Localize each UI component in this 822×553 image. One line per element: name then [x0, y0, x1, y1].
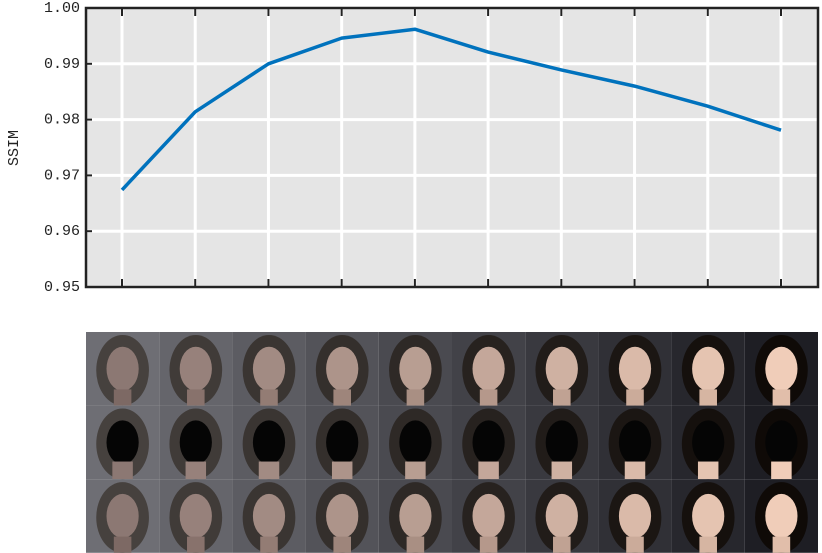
thumbnail-face — [692, 420, 725, 465]
thumbnail-neck — [553, 536, 571, 553]
thumbnail-neck — [112, 461, 133, 480]
thumbnail-neck — [406, 536, 425, 553]
thumbnail-face — [252, 346, 286, 391]
thumbnail-neck — [479, 389, 498, 406]
thumbnail-face — [179, 493, 212, 539]
thumbnail-face — [252, 420, 286, 465]
thumbnail-neck — [113, 389, 132, 406]
thumbnail-neck — [260, 536, 278, 553]
thumbnail-neck — [405, 461, 426, 480]
thumbnail-neck — [697, 461, 719, 480]
thumbnail-neck — [478, 461, 499, 480]
thumbnail-face — [618, 346, 652, 391]
grid — [86, 6, 818, 289]
y-axis-label: SSIM — [6, 130, 23, 166]
thumbnail-face — [545, 346, 578, 391]
y-tick-label: 1.00 — [44, 0, 80, 17]
plot-frame — [84, 6, 820, 289]
thumbnail-neck — [699, 536, 717, 553]
thumbnail-face — [326, 493, 359, 539]
plot-background — [86, 8, 818, 287]
thumbnail-grid — [86, 332, 818, 553]
thumbnail-face — [399, 420, 432, 465]
thumbnail-face — [106, 346, 139, 391]
thumbnail-face — [545, 493, 578, 539]
thumbnail-face — [326, 346, 359, 391]
thumbnail-face — [326, 420, 359, 465]
y-tick-label: 0.95 — [44, 279, 80, 296]
thumbnail-face — [106, 493, 139, 539]
thumbnail-face — [472, 420, 505, 465]
thumbnail-face — [545, 420, 578, 465]
thumbnail-neck — [772, 536, 791, 553]
y-tick-label: 0.99 — [44, 56, 80, 73]
thumbnail-neck — [553, 389, 571, 406]
thumbnail-face — [179, 346, 212, 391]
thumbnail-neck — [626, 389, 644, 406]
thumbnail-neck — [187, 389, 205, 406]
thumbnail-face — [765, 420, 798, 465]
y-tick-label: 0.96 — [44, 223, 80, 240]
thumbnail-face — [179, 420, 212, 465]
thumbnail-neck — [699, 389, 717, 406]
thumbnail-face — [472, 346, 505, 391]
thumbnail-neck — [772, 389, 791, 406]
thumbnail-neck — [258, 461, 280, 480]
thumbnail-face — [106, 420, 139, 465]
thumbnail-neck — [331, 461, 353, 480]
data-line — [120, 27, 782, 192]
thumbnail-neck — [260, 389, 278, 406]
y-tick-label: 0.98 — [44, 112, 80, 129]
thumbnail-face — [618, 493, 652, 539]
thumbnail-face — [692, 346, 725, 391]
thumbnail-neck — [771, 461, 792, 480]
thumbnail-face — [692, 493, 725, 539]
thumbnail-neck — [187, 536, 205, 553]
thumbnail-neck — [333, 536, 351, 553]
thumbnail-face — [399, 493, 432, 539]
thumbnail-neck — [333, 389, 351, 406]
thumbnail-face — [399, 346, 432, 391]
y-tick-label: 0.97 — [44, 167, 80, 184]
thumbnail-neck — [185, 461, 207, 480]
thumbnail-face — [765, 346, 798, 391]
thumbnail-neck — [406, 389, 425, 406]
thumbnail-neck — [479, 536, 498, 553]
thumbnail-face — [252, 493, 286, 539]
thumbnail-neck — [551, 461, 573, 480]
thumbnail-neck — [626, 536, 644, 553]
thumbnail-neck — [624, 461, 646, 480]
thumbnail-face — [618, 420, 652, 465]
thumbnail-face — [765, 493, 798, 539]
thumbnail-neck — [113, 536, 132, 553]
marks — [120, 27, 782, 192]
thumbnail-face — [472, 493, 505, 539]
